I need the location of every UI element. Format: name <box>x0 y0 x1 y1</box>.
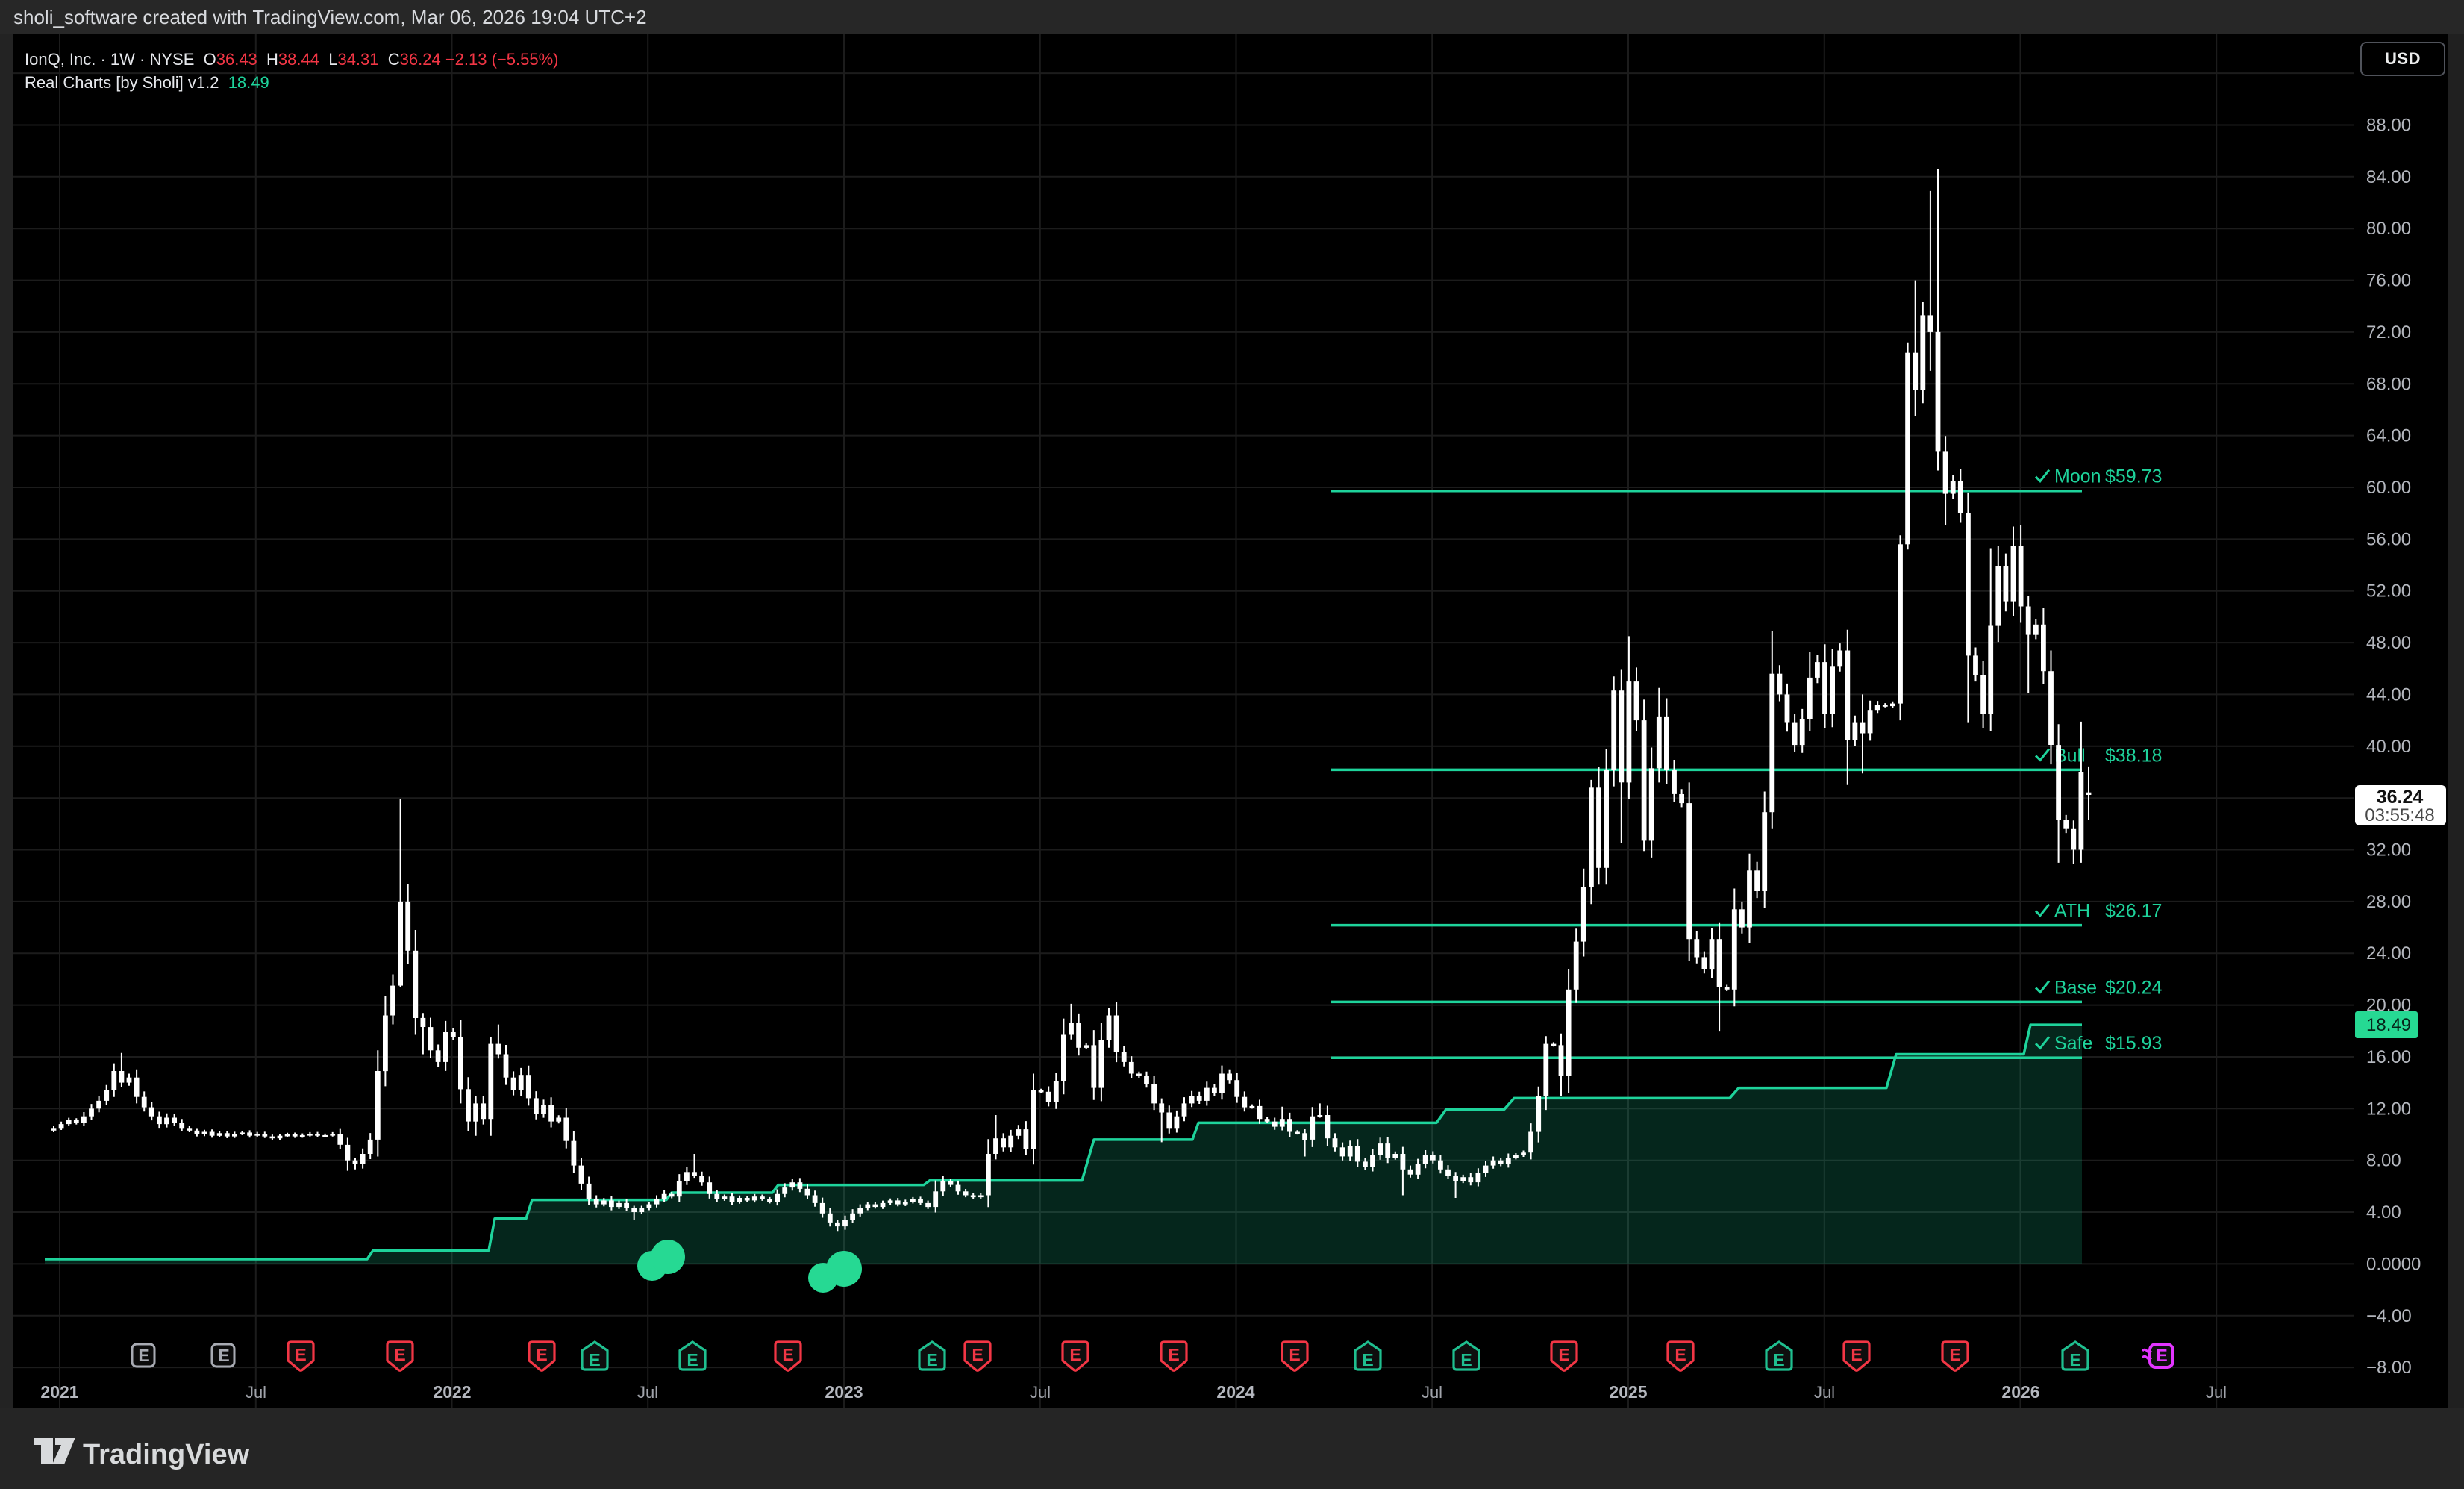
svg-text:TradingView: TradingView <box>83 1439 250 1470</box>
svg-text:36.24: 36.24 <box>2377 787 2424 808</box>
svg-text:E: E <box>1558 1345 1569 1364</box>
svg-text:Jul: Jul <box>246 1383 266 1402</box>
svg-text:E: E <box>1675 1345 1686 1364</box>
svg-text:48.00: 48.00 <box>2366 633 2411 653</box>
svg-text:E: E <box>218 1346 229 1365</box>
svg-text:E: E <box>1289 1345 1300 1364</box>
svg-text:Moon: Moon <box>2054 466 2101 487</box>
svg-text:E: E <box>1362 1350 1373 1370</box>
svg-text:$38.18: $38.18 <box>2105 745 2162 766</box>
svg-text:E: E <box>1069 1345 1081 1364</box>
svg-text:60.00: 60.00 <box>2366 478 2411 498</box>
svg-text:E: E <box>295 1345 306 1364</box>
svg-text:68.00: 68.00 <box>2366 374 2411 394</box>
svg-text:E: E <box>1168 1345 1179 1364</box>
svg-text:Safe: Safe <box>2054 1033 2092 1054</box>
svg-text:8.00: 8.00 <box>2366 1151 2401 1171</box>
svg-text:E: E <box>1773 1350 1784 1370</box>
svg-text:64.00: 64.00 <box>2366 426 2411 446</box>
svg-text:E: E <box>926 1350 937 1370</box>
svg-text:E: E <box>589 1350 600 1370</box>
svg-text:E: E <box>2069 1350 2080 1370</box>
svg-text:E: E <box>138 1346 149 1365</box>
svg-text:28.00: 28.00 <box>2366 892 2411 912</box>
svg-text:$26.17: $26.17 <box>2105 901 2162 922</box>
svg-text:E: E <box>972 1345 983 1364</box>
svg-text:40.00: 40.00 <box>2366 737 2411 757</box>
svg-text:E: E <box>394 1345 405 1364</box>
svg-text:ATH: ATH <box>2054 901 2090 922</box>
svg-text:E: E <box>1460 1350 1472 1370</box>
svg-text:44.00: 44.00 <box>2366 684 2411 705</box>
svg-text:12.00: 12.00 <box>2366 1099 2411 1119</box>
svg-text:2021: 2021 <box>40 1382 78 1402</box>
svg-text:E: E <box>2156 1346 2167 1365</box>
svg-text:84.00: 84.00 <box>2366 167 2411 187</box>
svg-text:$20.24: $20.24 <box>2105 977 2163 998</box>
svg-text:2022: 2022 <box>433 1382 471 1402</box>
svg-text:E: E <box>536 1345 547 1364</box>
svg-text:88.00: 88.00 <box>2366 116 2411 136</box>
svg-text:−8.00: −8.00 <box>2366 1358 2412 1378</box>
svg-text:72.00: 72.00 <box>2366 322 2411 343</box>
svg-text:Jul: Jul <box>637 1383 658 1402</box>
svg-text:2024: 2024 <box>1216 1382 1254 1402</box>
svg-text:16.00: 16.00 <box>2366 1047 2411 1067</box>
svg-text:4.00: 4.00 <box>2366 1202 2401 1223</box>
svg-text:Jul: Jul <box>1030 1383 1051 1402</box>
svg-text:Jul: Jul <box>1814 1383 1835 1402</box>
svg-text:52.00: 52.00 <box>2366 581 2411 602</box>
svg-text:Jul: Jul <box>1422 1383 1442 1402</box>
svg-text:03:55:48: 03:55:48 <box>2365 805 2434 825</box>
svg-text:$59.73: $59.73 <box>2105 466 2162 487</box>
svg-text:2025: 2025 <box>1609 1382 1647 1402</box>
svg-text:Base: Base <box>2054 977 2097 998</box>
svg-text:80.00: 80.00 <box>2366 219 2411 239</box>
svg-text:$15.93: $15.93 <box>2105 1033 2162 1054</box>
svg-text:2023: 2023 <box>825 1382 863 1402</box>
svg-text:18.49: 18.49 <box>2366 1015 2411 1035</box>
svg-text:0.0000: 0.0000 <box>2366 1254 2421 1274</box>
svg-text:−4.00: −4.00 <box>2366 1306 2412 1326</box>
svg-text:E: E <box>1949 1345 1960 1364</box>
svg-text:E: E <box>1851 1345 1862 1364</box>
svg-text:56.00: 56.00 <box>2366 529 2411 549</box>
svg-text:76.00: 76.00 <box>2366 271 2411 291</box>
svg-text:E: E <box>782 1345 793 1364</box>
svg-text:32.00: 32.00 <box>2366 840 2411 861</box>
svg-text:2026: 2026 <box>2001 1382 2039 1402</box>
svg-text:24.00: 24.00 <box>2366 943 2411 964</box>
svg-text:Jul: Jul <box>2206 1383 2227 1402</box>
svg-text:E: E <box>687 1350 698 1370</box>
